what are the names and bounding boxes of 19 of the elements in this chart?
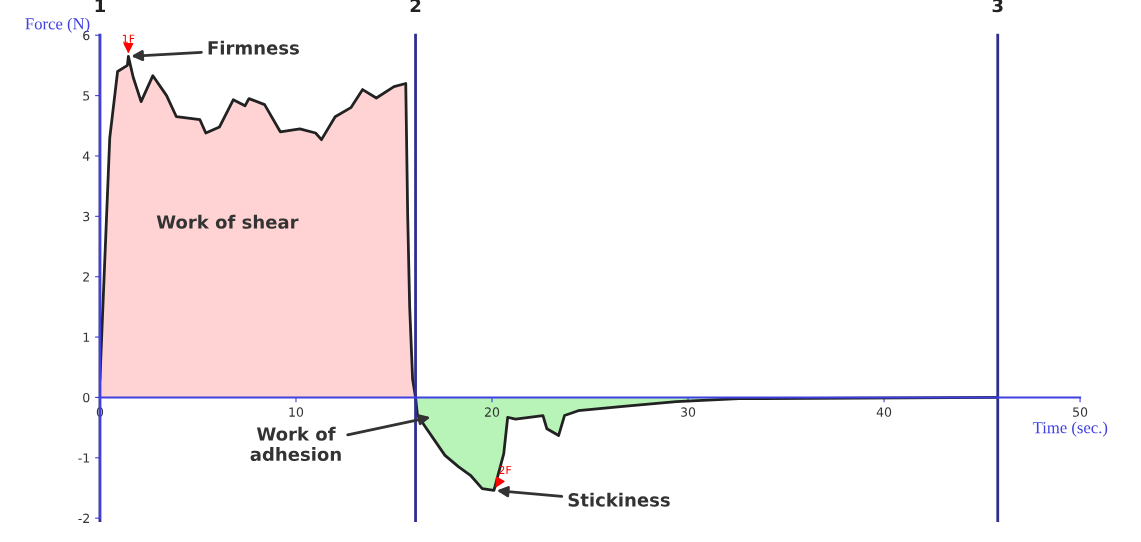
y-tick-label: 3 — [83, 211, 90, 222]
annotation: Work of adhesion — [250, 426, 341, 462]
y-tick-label: 1 — [83, 332, 90, 342]
annotation: Stickiness — [568, 492, 670, 507]
y-tick-label: 0 — [83, 392, 90, 403]
y-tick-label: -2 — [78, 513, 89, 523]
y-tick-label: -1 — [78, 453, 90, 463]
x-tick-label: 10 — [289, 407, 304, 417]
y-tick-label: 2 — [83, 272, 89, 282]
x-axis-title: Time (sec.) — [1032, 421, 1108, 437]
y-tick-label: 5 — [83, 91, 90, 101]
x-tick-label: 40 — [876, 407, 892, 417]
annotation: Work of shear — [156, 214, 299, 229]
x-tick-label: 20 — [484, 407, 500, 417]
x-tick-label: 50 — [1073, 407, 1088, 417]
x-tick-label: 30 — [681, 407, 696, 417]
annotation: 1F — [122, 34, 135, 43]
annotation: Firmness — [208, 40, 299, 55]
y-tick-label: 4 — [82, 151, 90, 161]
